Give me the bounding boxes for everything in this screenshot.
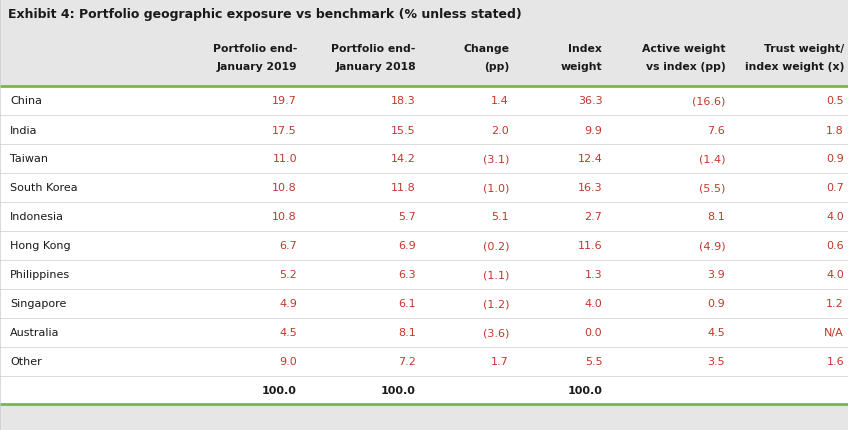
Text: 18.3: 18.3 [391,96,416,106]
Bar [0,30,848,87]
Text: 100.0: 100.0 [381,385,416,395]
Text: 1.3: 1.3 [584,270,602,280]
Text: 1.2: 1.2 [826,299,844,309]
Bar [0,376,848,404]
Text: 2.7: 2.7 [584,212,602,222]
Text: 11.8: 11.8 [391,183,416,193]
Text: 4.0: 4.0 [826,270,844,280]
Text: (pp): (pp) [484,62,509,72]
Text: Philippines: Philippines [10,270,70,280]
Text: (4.9): (4.9) [699,241,725,251]
Text: 1.7: 1.7 [491,356,509,367]
Text: Singapore: Singapore [10,299,67,309]
Text: 14.2: 14.2 [391,154,416,164]
Text: 6.7: 6.7 [279,241,297,251]
Text: 2.0: 2.0 [491,125,509,135]
Text: Portfolio end-: Portfolio end- [213,44,297,54]
Text: January 2018: January 2018 [335,62,416,72]
Text: Indonesia: Indonesia [10,212,64,222]
Text: 9.9: 9.9 [584,125,602,135]
Text: 8.1: 8.1 [398,328,416,338]
Text: (16.6): (16.6) [692,96,725,106]
Text: Index: Index [568,44,602,54]
Text: Active weight: Active weight [642,44,725,54]
Text: 0.6: 0.6 [826,241,844,251]
Text: 5.1: 5.1 [491,212,509,222]
Text: 36.3: 36.3 [577,96,602,106]
Text: Portfolio end-: Portfolio end- [332,44,416,54]
Text: India: India [10,125,38,135]
Text: 8.1: 8.1 [707,212,725,222]
Text: 4.9: 4.9 [279,299,297,309]
Text: 6.3: 6.3 [398,270,416,280]
Text: 1.8: 1.8 [826,125,844,135]
Bar [0,0,848,30]
Text: 0.9: 0.9 [826,154,844,164]
Text: 100.0: 100.0 [567,385,602,395]
Bar [0,87,848,376]
Text: (1.2): (1.2) [483,299,509,309]
Text: 7.6: 7.6 [707,125,725,135]
Text: 12.4: 12.4 [577,154,602,164]
Text: 0.9: 0.9 [707,299,725,309]
Text: 19.7: 19.7 [272,96,297,106]
Text: 0.0: 0.0 [584,328,602,338]
Text: 11.6: 11.6 [577,241,602,251]
Text: (1.1): (1.1) [483,270,509,280]
Text: 17.5: 17.5 [272,125,297,135]
Text: 16.3: 16.3 [577,183,602,193]
Text: 7.2: 7.2 [398,356,416,367]
Text: vs index (pp): vs index (pp) [645,62,725,72]
Text: N/A: N/A [824,328,844,338]
Text: Exhibit 4: Portfolio geographic exposure vs benchmark (% unless stated): Exhibit 4: Portfolio geographic exposure… [8,9,522,22]
Text: 6.1: 6.1 [398,299,416,309]
Text: Other: Other [10,356,42,367]
Text: 10.8: 10.8 [272,212,297,222]
Text: 6.9: 6.9 [398,241,416,251]
Text: South Korea: South Korea [10,183,78,193]
Text: 1.4: 1.4 [491,96,509,106]
Text: 0.7: 0.7 [826,183,844,193]
Text: 4.0: 4.0 [826,212,844,222]
Text: weight: weight [561,62,602,72]
Text: Hong Kong: Hong Kong [10,241,71,251]
Text: 4.5: 4.5 [707,328,725,338]
Text: 11.0: 11.0 [272,154,297,164]
Text: China: China [10,96,42,106]
Text: (3.6): (3.6) [483,328,509,338]
Text: 0.5: 0.5 [826,96,844,106]
Text: Trust weight/: Trust weight/ [764,44,844,54]
Text: 100.0: 100.0 [262,385,297,395]
Text: 4.5: 4.5 [279,328,297,338]
Text: Australia: Australia [10,328,59,338]
Text: (3.1): (3.1) [483,154,509,164]
Text: index weight (x): index weight (x) [745,62,844,72]
Text: (1.4): (1.4) [699,154,725,164]
Text: 5.5: 5.5 [584,356,602,367]
Text: Taiwan: Taiwan [10,154,48,164]
Text: 15.5: 15.5 [391,125,416,135]
Text: January 2019: January 2019 [216,62,297,72]
Text: 5.2: 5.2 [279,270,297,280]
Text: 10.8: 10.8 [272,183,297,193]
Text: (0.2): (0.2) [483,241,509,251]
Text: 4.0: 4.0 [584,299,602,309]
Text: 1.6: 1.6 [826,356,844,367]
Text: 3.9: 3.9 [707,270,725,280]
Text: (1.0): (1.0) [483,183,509,193]
Text: 5.7: 5.7 [398,212,416,222]
Text: (5.5): (5.5) [699,183,725,193]
Text: 9.0: 9.0 [279,356,297,367]
Text: Change: Change [463,44,509,54]
Text: 3.5: 3.5 [707,356,725,367]
Bar [0,404,848,430]
